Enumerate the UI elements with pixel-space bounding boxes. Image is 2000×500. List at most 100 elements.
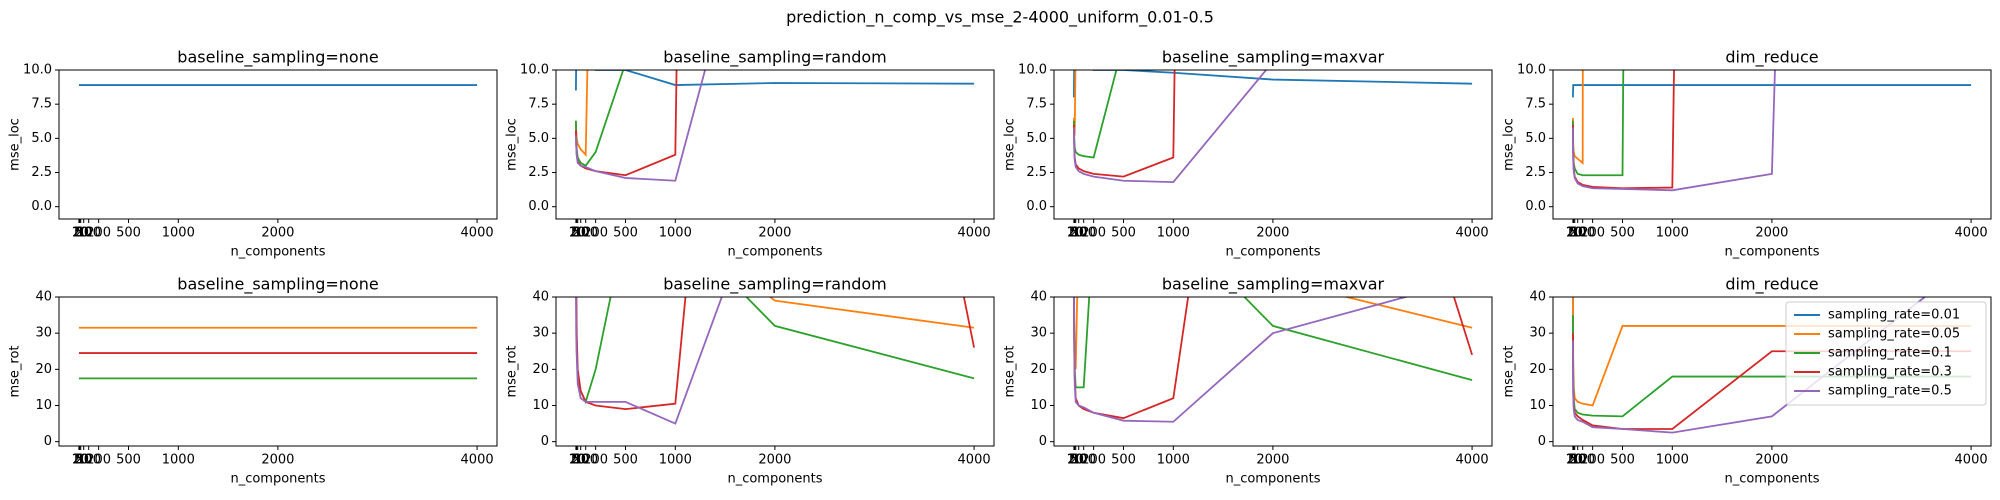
line <box>575 70 707 182</box>
line <box>1572 70 1776 192</box>
x-tick-label: 5 <box>1569 226 1577 241</box>
x-tick-label: 500 <box>1610 453 1635 468</box>
y-tick-label: 40 <box>1030 290 1047 305</box>
x-tick-label: 10 <box>1565 226 1582 241</box>
y-tick-label: 20 <box>532 362 549 377</box>
y-tick-label: 10.0 <box>23 63 52 78</box>
subplot-title: dim_reduce <box>1725 275 1818 295</box>
y-axis-label: mse_loc <box>505 118 520 171</box>
x-tick-label: 2 <box>1569 453 1577 468</box>
x-tick-label: 50 <box>75 226 92 241</box>
x-tick-label: 4000 <box>1955 226 1988 241</box>
y-tick-label: 2.5 <box>31 165 52 180</box>
legend-label: sampling_rate=0.3 <box>1828 365 1952 380</box>
x-tick-label: 50 <box>75 453 92 468</box>
y-tick-label: 40 <box>1529 290 1546 305</box>
x-tick-label: 4000 <box>461 226 494 241</box>
x-tick-label: 50 <box>1070 453 1087 468</box>
x-tick-label: 2000 <box>261 453 294 468</box>
axes-frame <box>58 69 498 220</box>
x-tick-label: 4000 <box>461 453 494 468</box>
y-tick-label: 10 <box>532 398 549 413</box>
y-tick-label: 0.0 <box>31 199 52 214</box>
x-tick-label: 100 <box>1071 226 1096 241</box>
x-tick-label: 500 <box>116 453 141 468</box>
y-tick-label: 10.0 <box>520 63 549 78</box>
y-axis-label: mse_loc <box>1502 118 1517 171</box>
y-tick-label: 30 <box>1529 326 1546 341</box>
subplot-title: baseline_sampling=maxvar <box>1162 48 1385 68</box>
x-tick-label: 2000 <box>1256 453 1289 468</box>
x-tick-label: 200 <box>86 453 111 468</box>
y-tick-label: 10 <box>1529 398 1546 413</box>
y-tick-label: 2.5 <box>528 165 549 180</box>
line <box>575 297 723 425</box>
x-tick-label: 500 <box>116 226 141 241</box>
line <box>1073 70 1268 184</box>
y-axis-label: mse_rot <box>8 345 23 397</box>
y-axis-label: mse_loc <box>1003 118 1018 171</box>
y-tick-label: 20 <box>1030 362 1047 377</box>
figure-title: prediction_n_comp_vs_mse_2-4000_uniform_… <box>786 8 1214 28</box>
x-tick-label: 1000 <box>1157 226 1190 241</box>
x-tick-label: 2 <box>1070 453 1078 468</box>
x-tick-label: 1000 <box>1656 226 1689 241</box>
x-tick-label: 100 <box>1071 453 1096 468</box>
y-tick-label: 0 <box>541 434 549 449</box>
legend-box <box>1785 301 1987 406</box>
x-axis-label: n_components <box>727 245 822 260</box>
y-tick-label: 0 <box>1039 434 1047 449</box>
x-tick-label: 100 <box>1570 453 1595 468</box>
y-tick-label: 20 <box>1529 362 1546 377</box>
y-tick-label: 40 <box>532 290 549 305</box>
x-tick-label: 20 <box>1566 226 1583 241</box>
y-axis-label: mse_rot <box>505 345 520 397</box>
y-tick-label: 0.0 <box>1026 199 1047 214</box>
x-tick-label: 2000 <box>1256 226 1289 241</box>
x-tick-label: 500 <box>1610 226 1635 241</box>
y-axis-label: mse_rot <box>1003 345 1018 397</box>
y-tick-label: 0 <box>1538 434 1546 449</box>
x-tick-label: 10 <box>1066 453 1083 468</box>
y-tick-label: 10.0 <box>1018 63 1047 78</box>
y-tick-label: 30 <box>1030 326 1047 341</box>
x-axis-label: n_components <box>1225 472 1320 487</box>
x-tick-label: 10 <box>568 453 585 468</box>
x-tick-label: 4000 <box>958 453 991 468</box>
x-tick-label: 500 <box>1111 453 1136 468</box>
y-tick-label: 40 <box>35 290 52 305</box>
x-axis-label: n_components <box>727 472 822 487</box>
x-tick-label: 10 <box>71 226 88 241</box>
line <box>1572 70 1584 165</box>
x-tick-label: 5 <box>75 453 83 468</box>
x-tick-label: 20 <box>72 226 89 241</box>
y-tick-label: 5.0 <box>1525 131 1546 146</box>
axes-frame <box>1552 69 1992 220</box>
x-tick-label: 20 <box>1067 226 1084 241</box>
x-tick-label: 1000 <box>162 226 195 241</box>
x-tick-label: 1000 <box>659 226 692 241</box>
x-tick-label: 50 <box>1569 226 1586 241</box>
y-tick-label: 30 <box>532 326 549 341</box>
x-tick-label: 4000 <box>1456 453 1489 468</box>
x-tick-label: 200 <box>583 226 608 241</box>
x-tick-label: 1000 <box>659 453 692 468</box>
x-tick-label: 2000 <box>261 226 294 241</box>
x-axis-label: n_components <box>230 245 325 260</box>
x-axis-label: n_components <box>1724 245 1819 260</box>
subplot-title: baseline_sampling=none <box>177 48 378 68</box>
y-tick-label: 30 <box>35 326 52 341</box>
x-tick-label: 2000 <box>1755 453 1788 468</box>
y-tick-label: 20 <box>35 362 52 377</box>
x-tick-label: 200 <box>1580 453 1605 468</box>
x-tick-label: 20 <box>1067 453 1084 468</box>
x-tick-label: 20 <box>72 453 89 468</box>
x-tick-label: 2 <box>75 453 83 468</box>
x-tick-label: 200 <box>1580 226 1605 241</box>
x-tick-label: 2 <box>75 226 83 241</box>
x-axis-label: n_components <box>1225 245 1320 260</box>
x-tick-label: 50 <box>1569 453 1586 468</box>
line <box>1572 84 1972 98</box>
y-tick-label: 7.5 <box>528 97 549 112</box>
